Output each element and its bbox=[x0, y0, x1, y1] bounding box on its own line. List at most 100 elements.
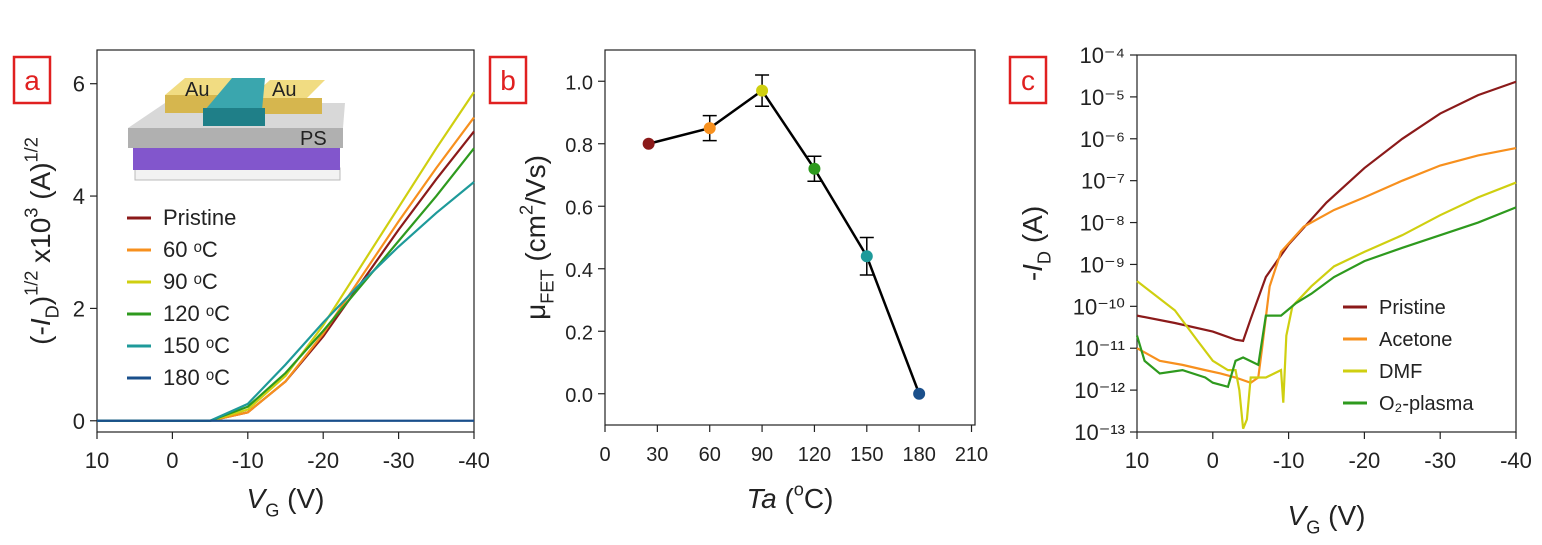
x-tick-label: 30 bbox=[646, 444, 668, 466]
inset-label: Au bbox=[185, 79, 209, 101]
y-tick-label: 0.0 bbox=[565, 385, 593, 407]
y-tick-label: 0 bbox=[73, 409, 85, 434]
axis-label-part: (V) bbox=[279, 483, 324, 514]
series-line bbox=[648, 88, 921, 395]
x-tick-label: 90 bbox=[751, 444, 773, 466]
x-tick-label: -20 bbox=[307, 448, 339, 473]
data-point bbox=[808, 162, 821, 175]
axis-label-part: μ bbox=[520, 304, 551, 320]
y-tick-label: 0.4 bbox=[565, 260, 593, 282]
y-tick-label: 10⁻¹¹ bbox=[1074, 336, 1125, 361]
axis-label-part: V bbox=[247, 483, 268, 514]
x-tick-label: -40 bbox=[458, 448, 490, 473]
x-tick-label: -20 bbox=[1349, 448, 1381, 473]
data-point bbox=[756, 84, 769, 97]
axis-label-part: (V) bbox=[1320, 500, 1365, 531]
x-tick-label: 10 bbox=[1125, 448, 1149, 473]
axis-label-part: a bbox=[761, 483, 777, 514]
axis-label-part: V bbox=[1288, 500, 1309, 531]
y-axis-label: (-ID)1/2 x103 (A)1/2 bbox=[21, 137, 62, 345]
x-tick-label: 120 bbox=[798, 444, 831, 466]
axis-label-part: T bbox=[747, 483, 766, 514]
legend-label: O₂-plasma bbox=[1379, 393, 1474, 415]
axis-label-part: D bbox=[1034, 251, 1054, 264]
axis-label-part: /Vs) bbox=[520, 155, 551, 205]
axis-label-part: (- bbox=[25, 326, 56, 345]
data-point bbox=[913, 387, 926, 400]
dielectric bbox=[133, 148, 340, 170]
series-line bbox=[1136, 181, 1517, 430]
panel-label-box bbox=[1008, 55, 1048, 105]
axis-label-part: - bbox=[1017, 272, 1048, 281]
y-axis-label: μFET (cm2/Vs) bbox=[516, 155, 557, 320]
y-tick-label: 2 bbox=[73, 296, 85, 321]
axis-label-part: 2 bbox=[516, 205, 536, 215]
y-tick-label: 10⁻¹³ bbox=[1074, 420, 1125, 445]
x-tick-label: -10 bbox=[1273, 448, 1305, 473]
x-axis-label: VG (V) bbox=[1288, 500, 1366, 537]
legend-label: Pristine bbox=[163, 205, 236, 230]
x-tick-label: 60 bbox=[699, 444, 721, 466]
inset-label: PS bbox=[300, 128, 327, 150]
axis-label-part: FET bbox=[537, 269, 557, 303]
axis-label-part: 3 bbox=[21, 208, 41, 218]
legend-label: DMF bbox=[1379, 361, 1422, 383]
legend-label: 120 ᵒC bbox=[163, 301, 230, 326]
x-tick-label: -10 bbox=[232, 448, 264, 473]
y-tick-label: 4 bbox=[73, 184, 85, 209]
x-tick-label: -30 bbox=[1424, 448, 1456, 473]
legend-label: 60 ᵒC bbox=[163, 237, 218, 262]
x-tick-label: 0 bbox=[166, 448, 178, 473]
y-tick-label: 10⁻⁵ bbox=[1080, 85, 1125, 110]
legend-label: 90 ᵒC bbox=[163, 269, 218, 294]
legend-label: Acetone bbox=[1379, 329, 1452, 351]
au-right-top bbox=[250, 80, 325, 98]
panel-label: c bbox=[1021, 65, 1035, 96]
series-line bbox=[1135, 206, 1517, 389]
axis-label-part: x10 bbox=[25, 218, 56, 271]
semiconductor-top bbox=[205, 78, 265, 110]
y-tick-label: 10⁻⁸ bbox=[1080, 211, 1125, 236]
y-tick-label: 0.8 bbox=[565, 135, 593, 157]
axis-label-part: 1/2 bbox=[21, 271, 41, 296]
y-tick-label: 10⁻¹² bbox=[1074, 378, 1125, 403]
x-axis-label: Ta (oC) bbox=[747, 479, 834, 514]
panel-label: a bbox=[24, 65, 40, 96]
y-tick-label: 0.2 bbox=[565, 322, 593, 344]
axis-label-part: ( bbox=[777, 483, 795, 514]
legend-label: 180 ᵒC bbox=[163, 365, 230, 390]
panel-label: b bbox=[500, 65, 516, 96]
device-inset: Au Au PS bbox=[128, 78, 345, 181]
axis-label-part: G bbox=[1306, 517, 1320, 537]
x-axis-label: VG (V) bbox=[247, 483, 325, 520]
panel-label-box bbox=[12, 55, 52, 105]
x-tick-label: -40 bbox=[1500, 448, 1532, 473]
x-tick-label: 0 bbox=[1207, 448, 1219, 473]
axis-label-part: G bbox=[265, 500, 279, 520]
y-tick-label: 10⁻⁹ bbox=[1079, 252, 1125, 277]
y-tick-label: 10⁻¹⁰ bbox=[1073, 294, 1125, 319]
x-tick-label: 210 bbox=[955, 444, 988, 466]
legend-label: Pristine bbox=[1379, 297, 1446, 319]
plot-frame bbox=[96, 49, 475, 433]
data-point bbox=[703, 122, 716, 135]
axis-label-part: C) bbox=[804, 483, 834, 514]
data-point bbox=[860, 250, 873, 263]
ps-front bbox=[128, 128, 343, 148]
axis-label-part: D bbox=[42, 305, 62, 318]
y-tick-label: 1.0 bbox=[565, 72, 593, 94]
x-tick-label: -30 bbox=[383, 448, 415, 473]
axis-label-part: ) bbox=[25, 296, 56, 305]
plot-frame bbox=[604, 49, 976, 426]
x-tick-label: 0 bbox=[599, 444, 610, 466]
semiconductor bbox=[203, 108, 265, 126]
x-tick-label: 180 bbox=[902, 444, 935, 466]
y-axis-label: -ID (A) bbox=[1017, 206, 1054, 281]
plot-frame bbox=[1136, 54, 1517, 433]
inset-label: Au bbox=[272, 79, 296, 101]
y-tick-label: 10⁻⁶ bbox=[1080, 127, 1125, 152]
axis-label-part: (A) bbox=[1017, 206, 1048, 251]
panel-label-box bbox=[488, 55, 528, 105]
y-tick-label: 6 bbox=[73, 72, 85, 97]
